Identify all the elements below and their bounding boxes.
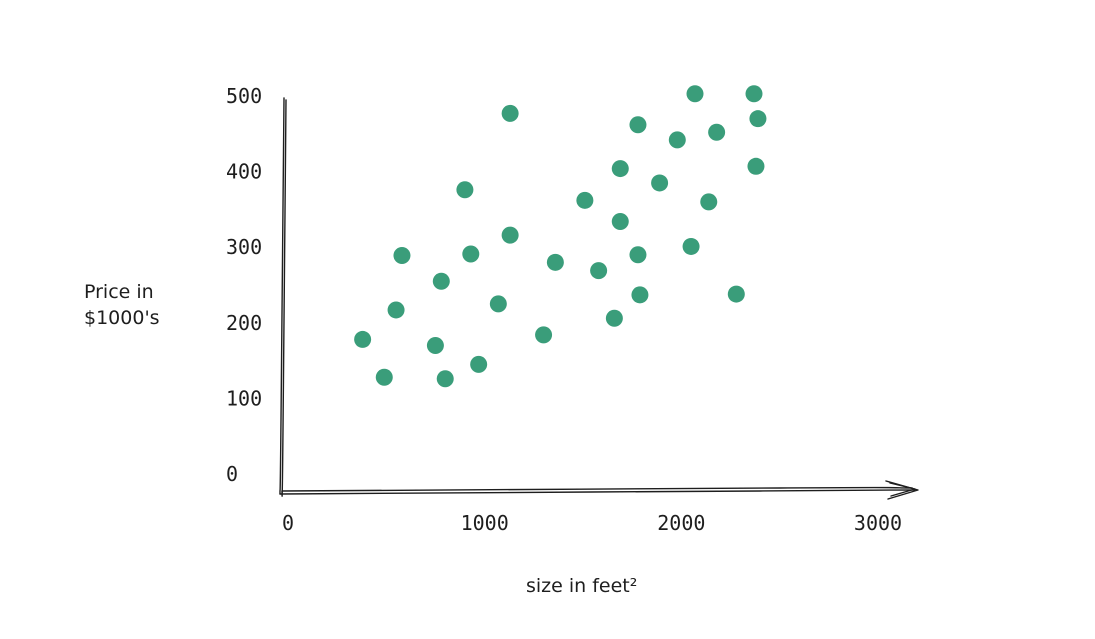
data-point: [387, 301, 405, 319]
y-axis-label-line2: $1000's: [84, 307, 160, 329]
x-axis-line: [279, 489, 916, 495]
data-point: [747, 157, 765, 175]
data-point: [546, 253, 564, 271]
data-point: [501, 226, 519, 244]
data-point: [745, 85, 763, 103]
data-point: [686, 85, 704, 103]
data-point: [456, 181, 474, 199]
data-point: [590, 262, 608, 280]
y-tick-label: 100: [226, 386, 262, 410]
data-point: [629, 116, 647, 134]
axes: [279, 97, 919, 500]
x-tick-labels: 0 1000 2000 3000: [282, 511, 902, 535]
data-point: [501, 104, 519, 122]
data-point: [375, 368, 393, 386]
data-point: [535, 326, 553, 344]
x-tick-label: 1000: [461, 511, 509, 535]
data-point: [629, 246, 647, 264]
data-points: [354, 85, 767, 388]
data-point: [489, 295, 507, 313]
data-point: [611, 212, 629, 230]
data-point: [631, 286, 649, 304]
y-tick-labels: 0 100 200 300 400 500: [226, 84, 262, 486]
data-point: [470, 355, 488, 373]
data-point: [727, 285, 745, 303]
x-axis-arrowhead-echo: [889, 482, 916, 497]
data-point: [605, 309, 623, 327]
x-tick-label: 3000: [854, 511, 902, 535]
x-tick-label: 2000: [657, 511, 705, 535]
data-point: [682, 237, 700, 255]
data-point: [426, 336, 444, 354]
data-point: [749, 110, 767, 128]
data-point: [708, 123, 726, 141]
y-tick-label: 400: [226, 160, 262, 184]
data-point: [651, 174, 669, 192]
y-axis-line-echo: [281, 99, 287, 497]
y-axis-line: [279, 97, 285, 495]
data-point: [436, 370, 454, 388]
data-point: [393, 247, 411, 265]
data-point: [462, 245, 480, 263]
data-point: [576, 191, 594, 209]
x-axis-label: size in feet²: [526, 575, 637, 597]
y-tick-label: 0: [226, 462, 238, 486]
y-axis-label-line1: Price in: [84, 281, 154, 303]
y-tick-label: 200: [226, 311, 262, 335]
data-point: [611, 160, 629, 178]
y-tick-label: 300: [226, 235, 262, 259]
y-tick-label: 500: [226, 84, 262, 108]
x-axis-line-echo: [281, 486, 913, 492]
data-point: [432, 272, 450, 290]
x-tick-label: 0: [282, 511, 294, 535]
data-point: [354, 330, 372, 348]
data-point: [668, 131, 686, 149]
data-point: [700, 193, 718, 211]
